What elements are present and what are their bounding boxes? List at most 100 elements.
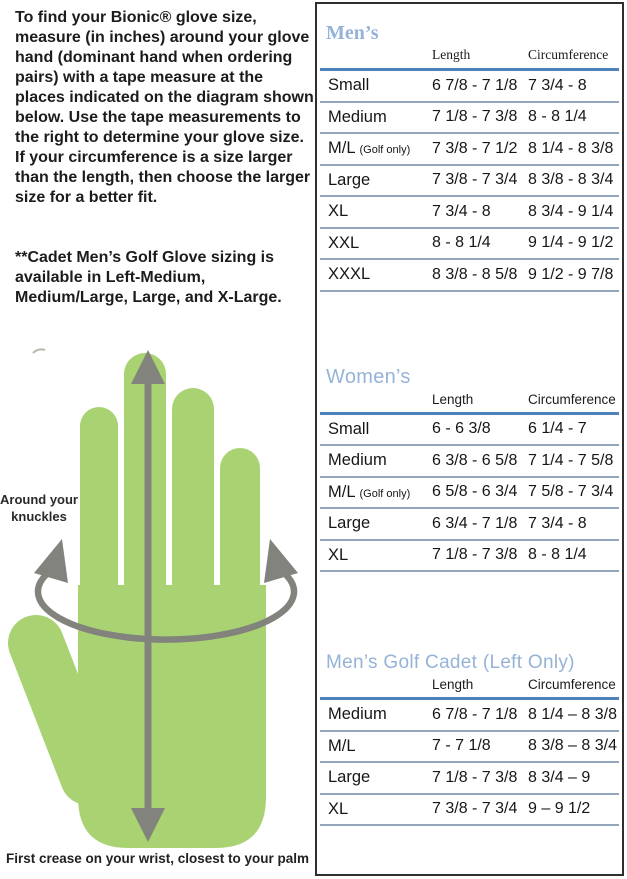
column-header: Circumference xyxy=(528,47,609,62)
table-header-row: Length Circumference xyxy=(320,45,619,71)
knuckle-arrowhead-right xyxy=(264,539,298,583)
table-row: Small 6 - 6 3/8 6 1/4 - 7 xyxy=(320,415,619,446)
table-header-row: Length Circumference xyxy=(320,674,619,700)
table-row: XL 7 1/8 - 7 3/8 8 - 8 1/4 xyxy=(320,541,619,572)
table-row: Large 6 3/4 - 7 1/8 7 3/4 - 8 xyxy=(320,509,619,541)
table-row: XL 7 3/4 - 8 8 3/4 - 9 1/4 xyxy=(320,197,619,229)
length-value: 8 3/8 - 8 5/8 xyxy=(432,265,518,283)
hand-diagram-svg xyxy=(8,348,298,848)
length-value: 6 3/8 - 6 5/8 xyxy=(432,451,518,469)
size-table-men-s: Men’s Length Circumference Small 6 7/8 - 7 1… xyxy=(320,22,619,292)
length-value: 6 5/8 - 6 3/4 xyxy=(432,483,518,501)
circumference-value: 7 1/4 - 7 5/8 xyxy=(528,451,614,469)
column-header: Length xyxy=(432,391,474,407)
length-value: 7 1/8 - 7 3/8 xyxy=(432,768,518,786)
table-row: Large 7 3/8 - 7 3/4 8 3/8 - 8 3/4 xyxy=(320,166,619,197)
table-title: Men’s Golf Cadet (Left Only) xyxy=(326,652,575,673)
size-label: M/L xyxy=(328,736,356,755)
circumference-value: 8 - 8 1/4 xyxy=(528,108,587,126)
table-row: XL 7 3/8 - 7 3/4 9 – 9 1/2 xyxy=(320,795,619,826)
length-value: 8 - 8 1/4 xyxy=(432,234,491,252)
size-label: M/L (Golf only) xyxy=(328,482,411,501)
table-row: M/L (Golf only) 6 5/8 - 6 3/4 7 5/8 - 7 3/… xyxy=(320,478,619,509)
circumference-value: 8 3/4 – 9 xyxy=(528,768,591,786)
hand-illustration xyxy=(8,353,266,848)
table-row: Small 6 7/8 - 7 1/8 7 3/4 - 8 xyxy=(320,71,619,103)
size-label: XXXL xyxy=(328,265,371,284)
size-label: M/L (Golf only) xyxy=(328,139,411,158)
table-row: M/L 7 - 7 1/8 8 3/8 – 8 3/4 xyxy=(320,732,619,763)
knuckle-arrowhead-left xyxy=(34,539,68,583)
size-chart-panel: Men’s Length Circumference Small 6 7/8 - 7 1… xyxy=(315,2,624,876)
palm xyxy=(78,585,266,848)
length-arrow xyxy=(131,350,165,842)
size-label: Large xyxy=(328,768,371,787)
size-label: Medium xyxy=(328,107,387,126)
size-label: XXL xyxy=(328,233,360,252)
size-label: Large xyxy=(328,170,371,189)
length-value: 6 3/4 - 7 1/8 xyxy=(432,514,518,532)
hand-measurement-diagram: Around your knuckles First crease on you… xyxy=(0,345,315,879)
circumference-value: 8 1/4 – 8 3/8 xyxy=(528,705,617,723)
column-header: Length xyxy=(432,677,474,692)
circumference-value: 6 1/4 - 7 xyxy=(528,420,587,438)
table-row: Medium 6 7/8 - 7 1/8 8 1/4 – 8 3/8 xyxy=(320,700,619,732)
circumference-value: 9 – 9 1/2 xyxy=(528,800,591,818)
wrist-crease-caption: First crease on your wrist, closest to y… xyxy=(5,851,310,866)
table-header-row: Length Circumference xyxy=(320,389,619,415)
table-row: Large 7 1/8 - 7 3/8 8 3/4 – 9 xyxy=(320,763,619,795)
size-label: Large xyxy=(328,514,371,533)
size-label: XL xyxy=(328,545,349,564)
column-header: Circumference xyxy=(528,677,616,692)
circumference-value: 9 1/2 - 9 7/8 xyxy=(528,265,614,283)
size-tables: Men’s Length Circumference Small 6 7/8 - 7 1… xyxy=(320,22,619,826)
size-label: Medium xyxy=(328,451,387,470)
index-finger xyxy=(80,407,118,627)
circumference-value: 7 3/4 - 8 xyxy=(528,76,587,94)
size-label: XL xyxy=(328,799,349,818)
circumference-value: 8 1/4 - 8 3/8 xyxy=(528,139,614,157)
circumference-value: 8 - 8 1/4 xyxy=(528,546,587,564)
circumference-value: 8 3/8 – 8 3/4 xyxy=(528,737,617,755)
knuckle-arc xyxy=(34,570,298,643)
length-value: 6 7/8 - 7 1/8 xyxy=(432,76,518,94)
table-row: Medium 7 1/8 - 7 3/8 8 - 8 1/4 xyxy=(320,103,619,134)
knuckle-circumference-arrow xyxy=(34,539,298,643)
column-header: Length xyxy=(432,47,471,62)
circumference-value: 7 5/8 - 7 3/4 xyxy=(528,483,614,501)
table-row: Medium 6 3/8 - 6 5/8 7 1/4 - 7 5/8 xyxy=(320,446,619,478)
length-value: 6 - 6 3/8 xyxy=(432,420,491,438)
length-value: 7 3/8 - 7 3/4 xyxy=(432,171,518,189)
length-value: 7 3/8 - 7 3/4 xyxy=(432,800,518,818)
size-label: Small xyxy=(328,76,370,95)
table-row: XXL 8 - 8 1/4 9 1/4 - 9 1/2 xyxy=(320,229,619,260)
size-table-men-s-golf-cadet-left-only: Men’s Golf Cadet (Left Only) Length Circum… xyxy=(320,652,619,826)
length-value: 6 7/8 - 7 1/8 xyxy=(432,705,518,723)
length-value: 7 1/8 - 7 3/8 xyxy=(432,108,518,126)
circumference-value: 8 3/8 - 8 3/4 xyxy=(528,171,614,189)
pinky-finger xyxy=(220,448,260,627)
length-value: 7 3/4 - 8 xyxy=(432,202,491,220)
table-row: XXXL 8 3/8 - 8 5/8 9 1/2 - 9 7/8 xyxy=(320,260,619,292)
table-title: Women’s xyxy=(326,365,411,388)
size-label: XL xyxy=(328,202,349,221)
table-row: M/L (Golf only) 7 3/8 - 7 1/2 8 1/4 - 8 3/… xyxy=(320,134,619,166)
size-label: Medium xyxy=(328,705,387,724)
ring-finger xyxy=(172,388,214,627)
circumference-value: 8 3/4 - 9 1/4 xyxy=(528,202,614,220)
sizing-instructions-text: To find your Bionic® glove size, measure… xyxy=(15,9,314,206)
stray-dash xyxy=(32,348,46,354)
length-arrow-head-top xyxy=(131,350,165,384)
circumference-value: 7 3/4 - 8 xyxy=(528,514,587,532)
cadet-sizing-note: **Cadet Men’s Golf Glove sizing is avail… xyxy=(15,249,282,306)
column-header: Circumference xyxy=(528,391,616,407)
table-title: Men’s xyxy=(326,22,379,44)
length-value: 7 1/8 - 7 3/8 xyxy=(432,546,518,564)
circumference-value: 9 1/4 - 9 1/2 xyxy=(528,234,614,252)
length-value: 7 3/8 - 7 1/2 xyxy=(432,139,518,157)
size-table-women-s: Women’s Length Circumference Small 6 - 6 3/8… xyxy=(320,365,619,572)
instructions-column: To find your Bionic® glove size, measure… xyxy=(15,8,315,308)
length-arrow-head-bottom xyxy=(131,808,165,842)
knuckles-label: Around your knuckles xyxy=(0,492,78,524)
size-label: Small xyxy=(328,419,370,438)
